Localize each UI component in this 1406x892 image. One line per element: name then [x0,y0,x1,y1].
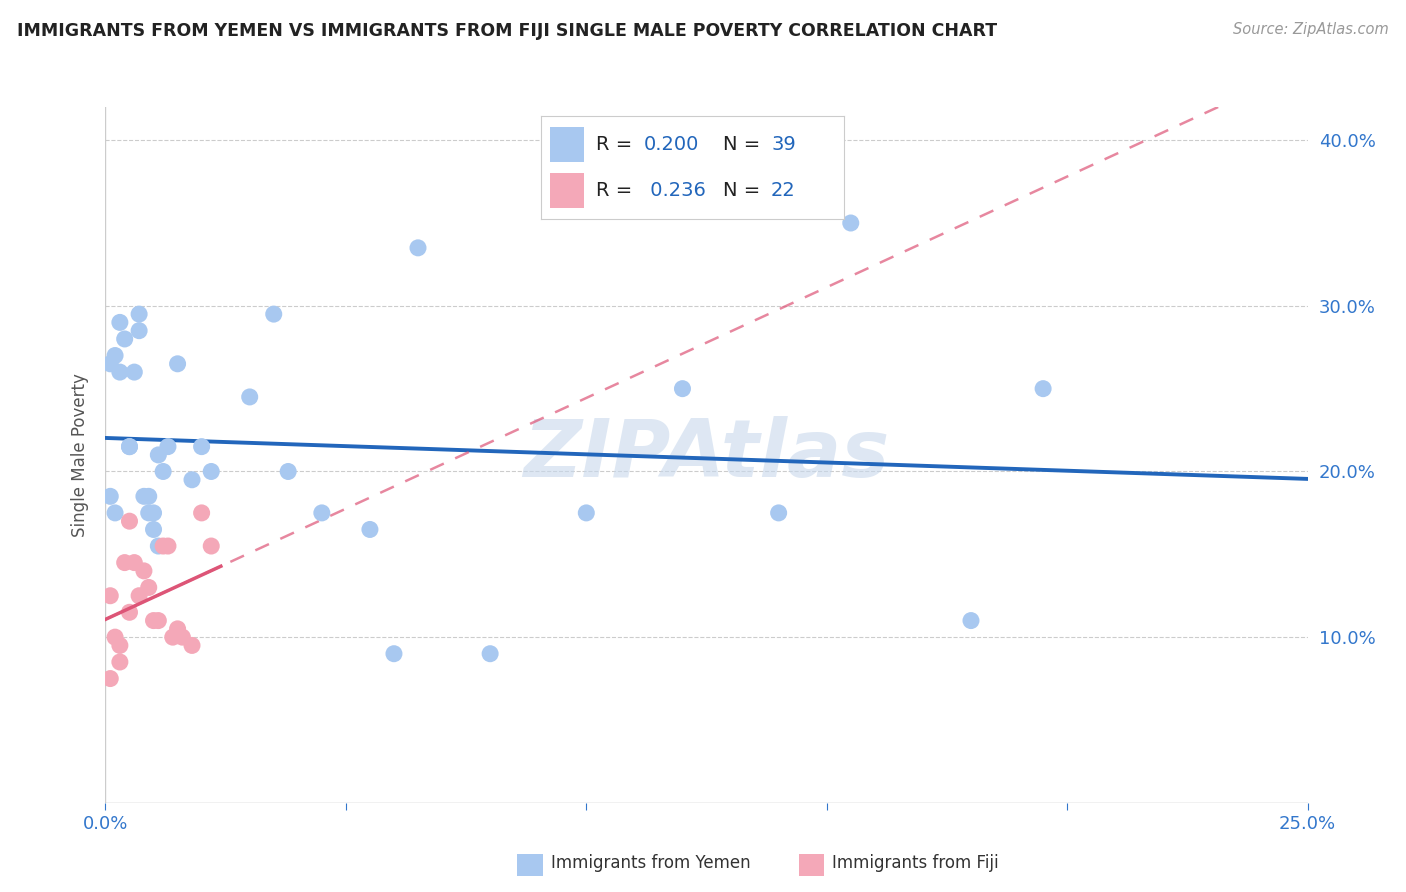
Point [162,630,184,644]
FancyBboxPatch shape [550,128,583,162]
Text: Immigrants from Yemen: Immigrants from Yemen [551,854,751,871]
Point [166,622,188,636]
Text: R =: R = [596,136,638,154]
Point [1032,382,1054,396]
Point [138,489,160,503]
Point [132,564,155,578]
Point [114,556,136,570]
Point [181,473,204,487]
Point [200,539,222,553]
Point [406,241,429,255]
Point [138,581,160,595]
Text: N =: N = [723,136,766,154]
Point [479,647,502,661]
Point [152,465,174,479]
Text: Source: ZipAtlas.com: Source: ZipAtlas.com [1233,22,1389,37]
Point [104,630,127,644]
Point [128,324,150,338]
Point [148,448,170,462]
Text: 39: 39 [770,136,796,154]
Point [839,216,862,230]
Point [142,523,165,537]
Point [166,357,188,371]
Text: N =: N = [723,181,766,201]
Point [98,357,121,371]
Point [148,539,170,553]
Point [263,307,285,321]
Point [114,332,136,346]
Y-axis label: Single Male Poverty: Single Male Poverty [72,373,90,537]
Point [118,440,141,454]
Point [118,440,141,454]
Point [138,506,160,520]
Point [142,614,165,628]
Point [98,489,121,503]
Point [148,614,170,628]
Point [172,630,194,644]
Point [142,506,165,520]
Point [108,639,131,653]
Point [311,506,333,520]
Point [104,506,127,520]
Point [156,440,179,454]
FancyBboxPatch shape [550,173,583,208]
Point [128,589,150,603]
Point [239,390,262,404]
Point [124,365,146,379]
Point [181,639,204,653]
Point [190,440,212,454]
Point [108,655,131,669]
Point [124,556,146,570]
Point [960,614,983,628]
Point [277,465,299,479]
Point [104,349,127,363]
Text: 0.236: 0.236 [644,181,706,201]
Text: IMMIGRANTS FROM YEMEN VS IMMIGRANTS FROM FIJI SINGLE MALE POVERTY CORRELATION CH: IMMIGRANTS FROM YEMEN VS IMMIGRANTS FROM… [17,22,997,40]
Point [575,506,598,520]
Point [768,506,790,520]
Text: Immigrants from Fiji: Immigrants from Fiji [832,854,1000,871]
Point [98,672,121,686]
Text: 22: 22 [770,181,796,201]
Text: ZIPAtlas: ZIPAtlas [523,416,890,494]
Point [118,514,141,528]
Point [671,382,693,396]
Point [156,539,179,553]
Point [190,506,212,520]
Point [359,523,381,537]
Point [132,489,155,503]
Point [152,539,174,553]
Point [108,365,131,379]
Point [98,589,121,603]
Point [128,307,150,321]
Point [382,647,405,661]
Point [118,605,141,619]
Point [200,465,222,479]
Point [108,315,131,329]
Text: 0.200: 0.200 [644,136,699,154]
Text: R =: R = [596,181,638,201]
